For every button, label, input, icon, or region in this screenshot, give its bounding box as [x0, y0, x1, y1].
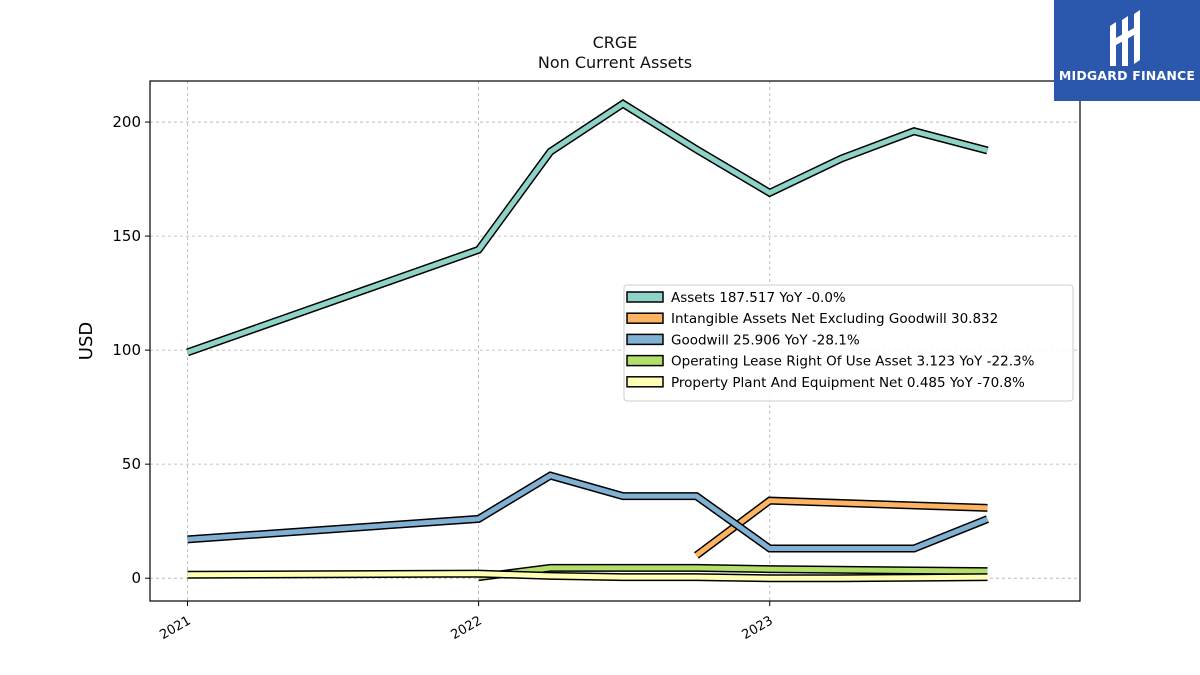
- series-line: [187, 571, 988, 581]
- y-tick-label: 100: [112, 341, 141, 359]
- series-line: [478, 565, 988, 580]
- legend-box: [623, 284, 1074, 402]
- chart-subtitle: Non Current Assets: [537, 53, 693, 72]
- x-tick-label: 2021: [157, 613, 193, 643]
- legend-label: Goodwill 25.906 YoY -28.1%: [671, 332, 860, 348]
- series-line: [186, 100, 989, 355]
- legend-swatch: [626, 376, 664, 388]
- y-tick-label: 150: [112, 227, 141, 245]
- legend-label: Operating Lease Right Of Use Asset 3.123…: [671, 354, 1035, 370]
- legend-swatch: [626, 354, 664, 367]
- logo-mark-icon: [1110, 10, 1140, 66]
- legend-swatch: [626, 291, 664, 303]
- series-1: [186, 99, 989, 357]
- x-tick-label: 2023: [740, 613, 776, 643]
- series-layer: [186, 99, 989, 583]
- series-line: [187, 472, 989, 551]
- series-4: [478, 563, 988, 582]
- y-tick-label: 50: [122, 455, 141, 473]
- legend-label: Intangible Assets Net Excluding Goodwill…: [671, 311, 998, 327]
- legend-swatch: [626, 333, 664, 346]
- series-5: [187, 569, 988, 583]
- y-tick-label: 200: [112, 113, 141, 131]
- x-tick-label: 2022: [448, 613, 484, 643]
- legend-label: Assets 187.517 YoY -0.0%: [671, 290, 846, 306]
- legend-swatch: [626, 312, 664, 324]
- y-tick-label: 0: [131, 569, 141, 587]
- logo-text: MIDGARD FINANCE: [1058, 68, 1196, 83]
- series-line: [694, 498, 988, 558]
- chart-title: CRGE: [592, 33, 638, 52]
- series-3: [187, 471, 989, 553]
- series-2: [694, 496, 988, 559]
- plot-frame: [149, 80, 1081, 602]
- legend: Assets 187.517 YoY -0.0% Intangible Asset…: [623, 284, 1074, 402]
- legend-label: Property Plant And Equipment Net 0.485 Y…: [671, 375, 1025, 391]
- y-axis-label: USD: [76, 322, 97, 360]
- logo: MIDGARD FINANCE: [1054, 0, 1200, 101]
